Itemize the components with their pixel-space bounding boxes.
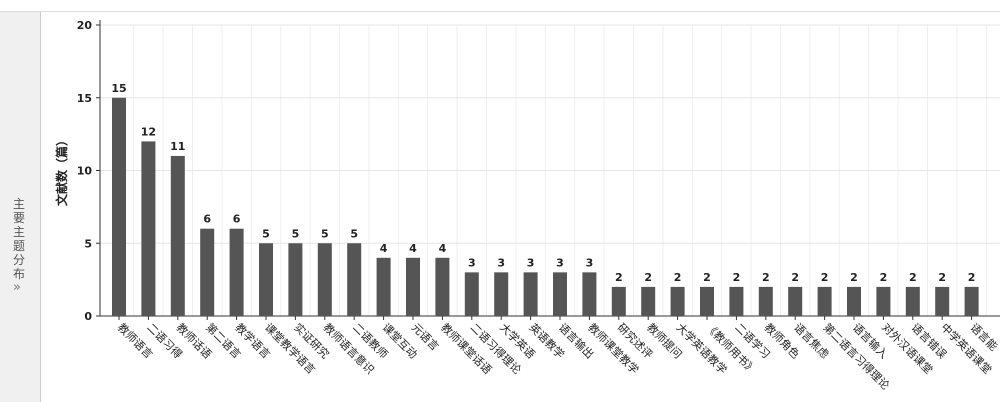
value-label: 11: [170, 140, 185, 153]
sidebar-label: 主要主题分布: [13, 197, 26, 281]
bar: [670, 286, 685, 316]
bar: [788, 286, 803, 316]
value-label: 2: [674, 271, 682, 284]
y-tick-label: 15: [77, 92, 92, 105]
bar: [170, 155, 185, 316]
value-label: 3: [527, 256, 535, 269]
bar: [435, 257, 450, 316]
value-label: 6: [233, 213, 241, 226]
bar: [141, 141, 156, 316]
value-label: 5: [321, 227, 329, 240]
bar: [229, 228, 244, 316]
value-label: 5: [262, 227, 270, 240]
value-label: 2: [968, 271, 976, 284]
bar: [905, 286, 920, 316]
bar: [317, 243, 332, 316]
y-axis-label: 文献数（篇）: [54, 134, 69, 206]
bar: [406, 257, 420, 316]
bar: [494, 272, 509, 316]
value-label: 3: [468, 256, 476, 269]
bar: [112, 97, 126, 316]
value-label: 2: [615, 271, 623, 284]
bar: [964, 286, 979, 316]
value-label: 2: [762, 271, 770, 284]
value-label: 3: [556, 256, 564, 269]
bar: [347, 243, 362, 316]
bar: [641, 286, 656, 316]
value-label: 6: [203, 213, 211, 226]
bar: [876, 286, 891, 316]
bar: [553, 272, 567, 316]
bar: [376, 257, 391, 316]
value-label: 4: [439, 242, 447, 255]
value-label: 5: [350, 227, 358, 240]
bar: [523, 272, 538, 316]
bar: [700, 286, 714, 316]
bar: [259, 243, 273, 316]
value-label: 4: [409, 242, 417, 255]
bar: [464, 272, 479, 316]
value-label: 2: [733, 271, 741, 284]
value-label: 2: [644, 271, 652, 284]
value-label: 5: [292, 227, 300, 240]
value-label: 3: [586, 256, 594, 269]
value-label: 2: [880, 271, 888, 284]
bar: [758, 286, 773, 316]
sidebar[interactable]: 主要主题分布 »: [0, 12, 41, 402]
bar: [200, 228, 215, 316]
y-tick-label: 0: [84, 310, 92, 323]
value-label: 2: [938, 271, 946, 284]
value-label: 2: [850, 271, 858, 284]
bar: [582, 272, 597, 316]
bar: [817, 286, 832, 316]
value-label: 2: [909, 271, 917, 284]
bar: [729, 286, 744, 316]
bar: [288, 243, 303, 316]
y-tick-label: 10: [77, 165, 93, 178]
y-tick-label: 5: [84, 237, 92, 250]
y-tick-label: 20: [77, 19, 93, 32]
bar: [935, 286, 950, 316]
value-label: 2: [791, 271, 799, 284]
value-label: 4: [380, 242, 388, 255]
value-label: 12: [141, 125, 156, 138]
value-label: 2: [821, 271, 829, 284]
value-label: 2: [703, 271, 711, 284]
bar: [611, 286, 626, 316]
value-label: 3: [497, 256, 505, 269]
expand-icon[interactable]: »: [13, 280, 21, 295]
value-label: 15: [111, 82, 126, 95]
bar: [847, 286, 861, 316]
